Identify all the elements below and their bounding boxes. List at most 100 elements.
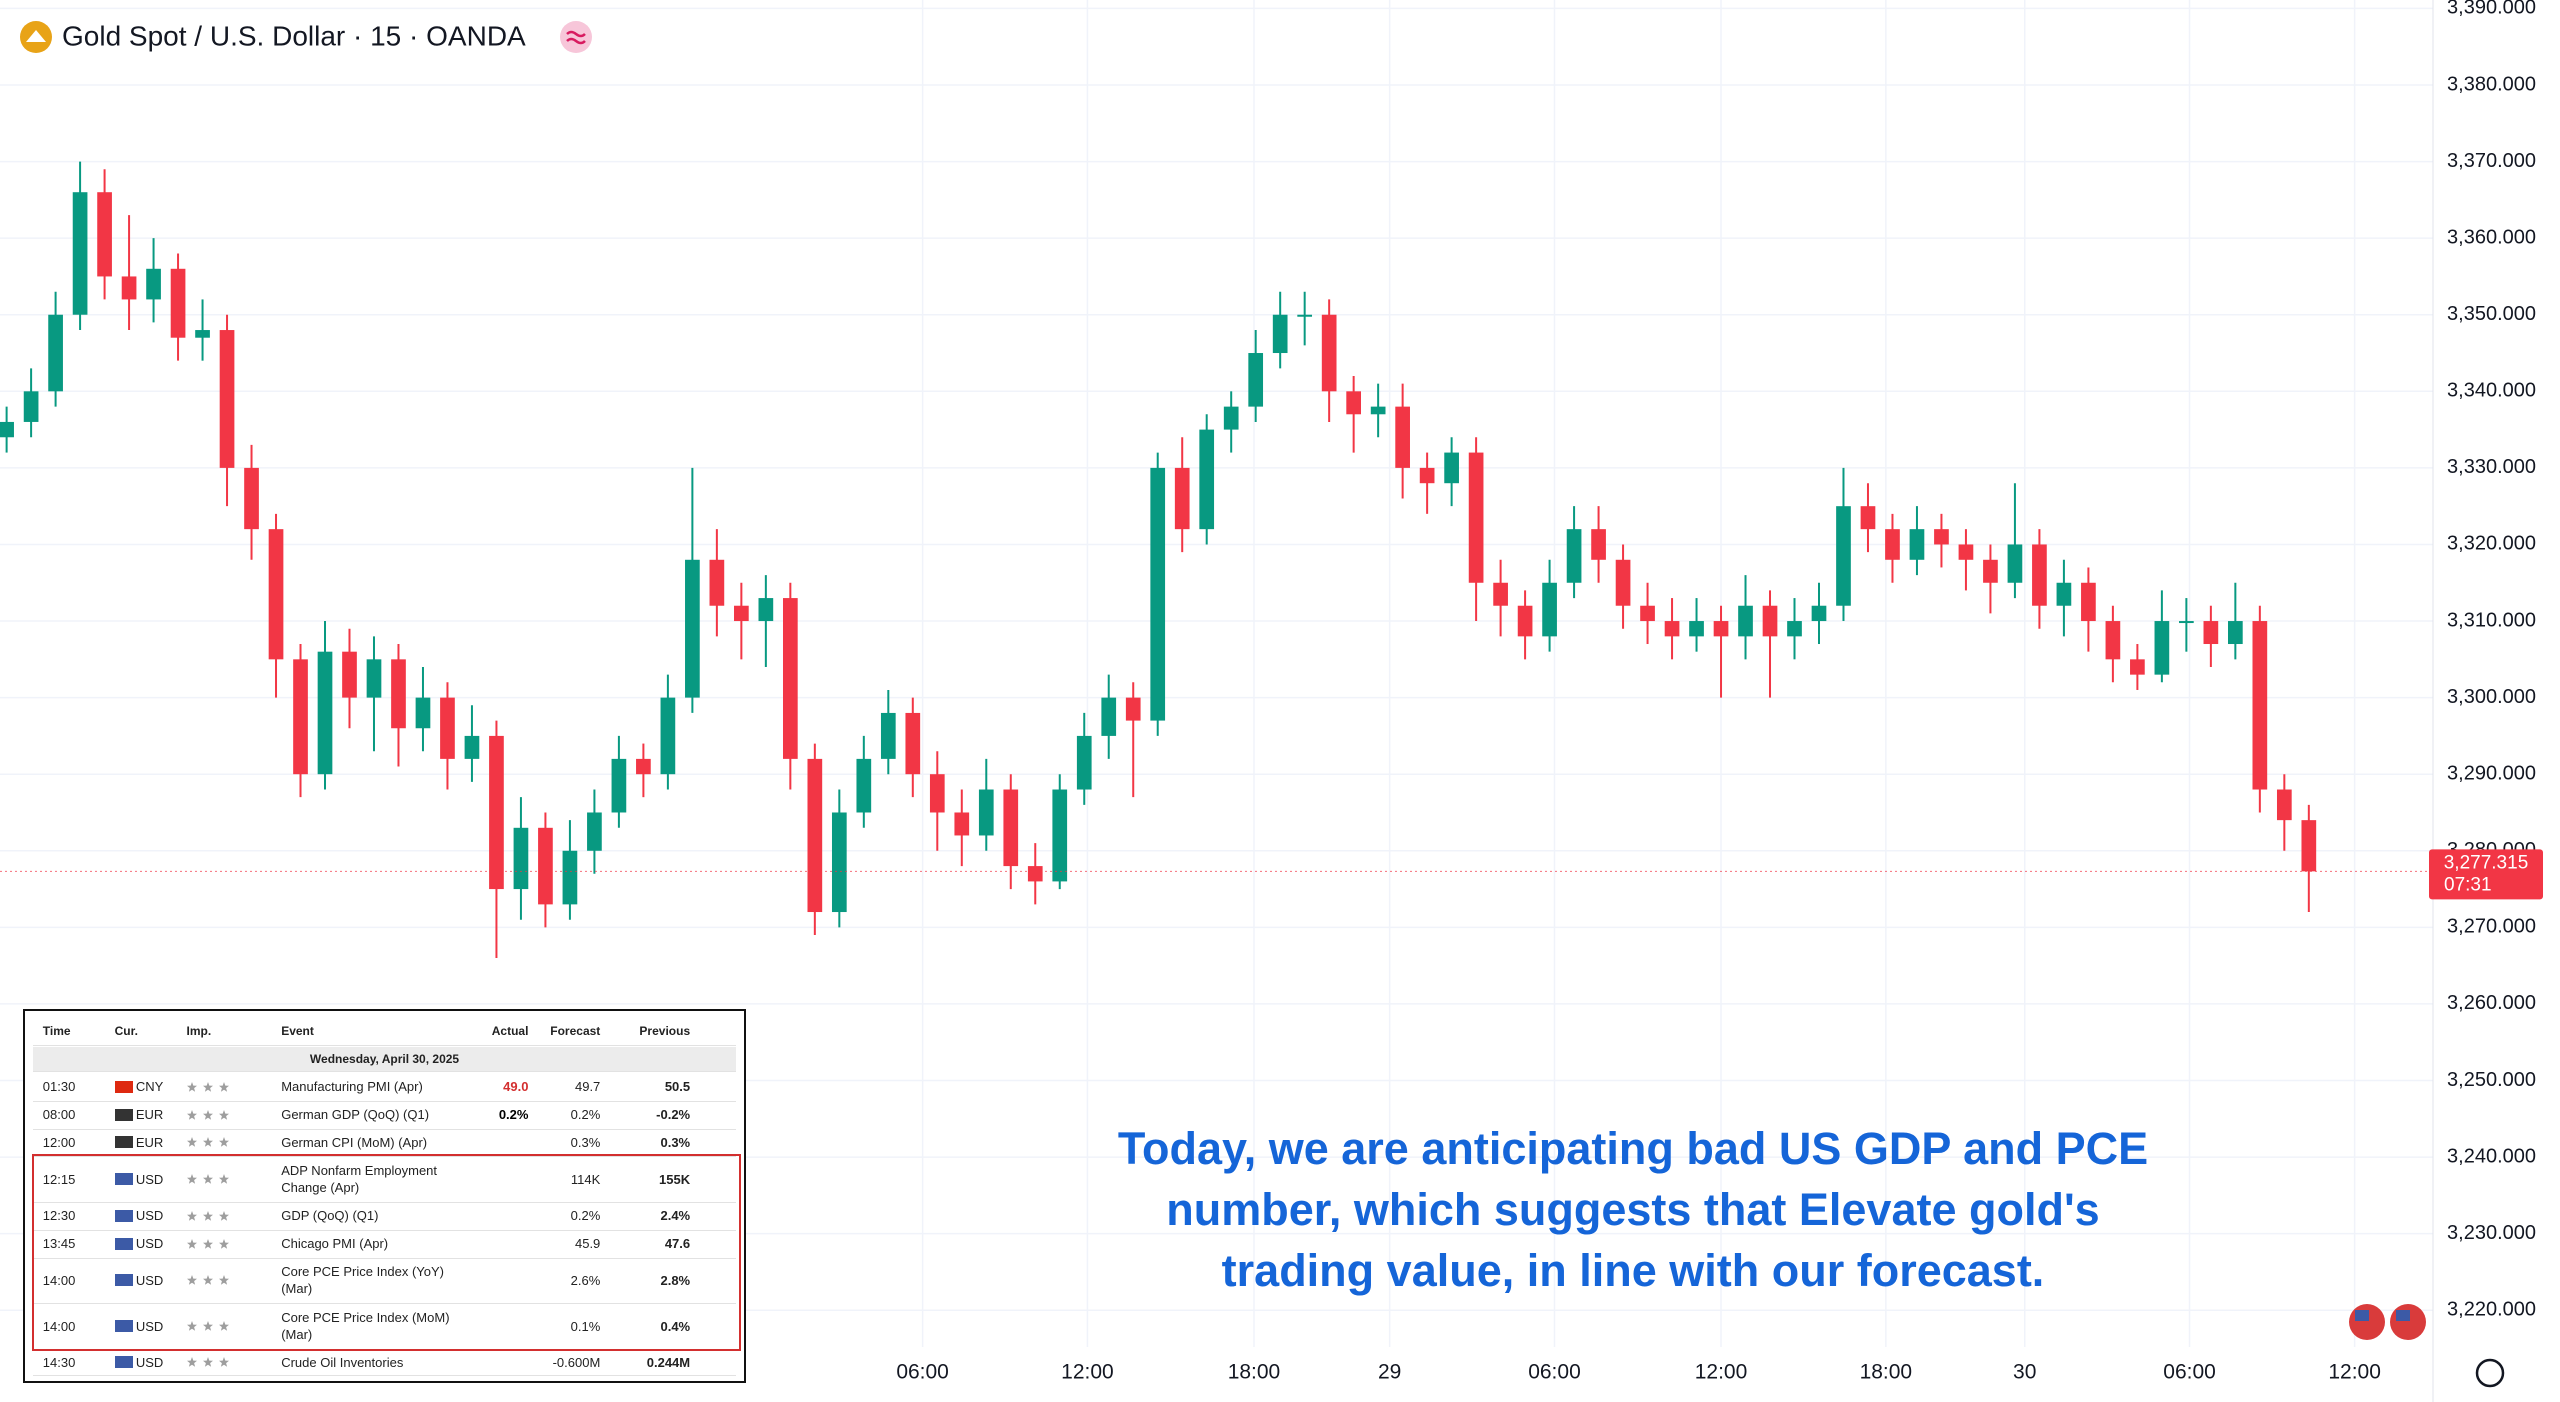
candle-body	[685, 559, 700, 698]
candle-body	[1321, 314, 1337, 392]
candle-body	[1909, 529, 1925, 560]
flag-icon	[114, 1108, 133, 1121]
candle-body	[1370, 406, 1386, 415]
countdown-label: 07:31	[2444, 874, 2492, 895]
y-tick-label: 3,240.000	[2447, 1145, 2536, 1167]
y-tick-label: 3,250.000	[2447, 1069, 2536, 1091]
candle-body	[23, 391, 39, 422]
candle-body	[366, 659, 382, 698]
x-tick-label: 12:00	[1061, 1361, 1114, 1384]
candle-body	[1542, 582, 1557, 637]
star	[218, 1081, 229, 1092]
candle-body	[2081, 582, 2096, 622]
star	[186, 1275, 197, 1286]
star	[218, 1210, 229, 1221]
x-tick-label: 06:00	[896, 1361, 949, 1384]
candle-body	[2130, 659, 2145, 675]
candle-body	[2032, 544, 2047, 606]
x-tick-label: 12:00	[1695, 1361, 1748, 1384]
x-tick-label: 06:00	[1528, 1361, 1581, 1384]
table-cell: 14:30	[42, 1354, 76, 1370]
flag-icon	[114, 1237, 133, 1250]
candle-body	[880, 712, 896, 759]
table-row: 12:00 EUR German CPI (MoM) (Apr) 0.3% 0.3%	[33, 1129, 736, 1158]
candle-body	[1689, 621, 1704, 637]
candle-body	[929, 774, 945, 813]
table-cell: 0.4%	[660, 1318, 691, 1334]
indicator-icon-mark	[566, 30, 586, 45]
y-tick-label: 3,350.000	[2447, 303, 2536, 325]
candle-body	[195, 330, 210, 338]
flag-icon	[114, 1274, 133, 1287]
table-cell: 0.1%	[570, 1318, 601, 1334]
y-tick-label: 3,390.000	[2447, 0, 2536, 19]
table-cell: Cur.	[114, 1023, 138, 1038]
candle-body	[1615, 559, 1631, 606]
table-cell: Core PCE Price Index (MoM) (Mar)	[281, 1310, 450, 1343]
candle-body	[1860, 506, 1876, 530]
star	[186, 1081, 197, 1092]
candle-body	[1958, 544, 1974, 560]
candle-body	[611, 758, 627, 813]
table-row: 14:00 USD Core PCE Price Index (YoY) (Mar)…	[33, 1258, 736, 1305]
candle-body	[1566, 529, 1582, 583]
candle-body	[660, 697, 676, 775]
star	[186, 1210, 197, 1221]
candle-body	[807, 758, 823, 913]
candle-body	[1591, 529, 1606, 560]
star	[202, 1137, 213, 1148]
importance-stars	[186, 1081, 229, 1092]
table-row: 14:30 USD Crude Oil Inventories -0.600M 0.24…	[33, 1349, 736, 1377]
candle-body	[1346, 391, 1362, 415]
table-cell: EUR	[135, 1134, 164, 1150]
candle-body	[268, 529, 284, 660]
candle-body	[121, 276, 137, 300]
candle-body	[1493, 582, 1508, 606]
table-cell: 0.3%	[570, 1134, 601, 1150]
table-row: 12:15 USD ADP Nonfarm Employment Change (A…	[33, 1156, 736, 1204]
candle-body	[978, 789, 994, 836]
importance-stars	[186, 1109, 229, 1120]
candle-body	[1983, 559, 1998, 583]
candle-body	[440, 697, 455, 759]
table-cell: 2.6%	[570, 1272, 601, 1288]
candle-body	[391, 659, 406, 729]
table-cell: 0.244M	[646, 1354, 691, 1370]
candle-body	[1272, 314, 1288, 354]
table-cell: Manufacturing PMI (Apr)	[281, 1079, 423, 1095]
flag-icon	[114, 1136, 133, 1149]
importance-stars	[186, 1210, 229, 1221]
table-cell: 0.2%	[498, 1107, 529, 1123]
candle-body	[1664, 621, 1680, 637]
star	[186, 1137, 197, 1148]
candle-body	[2105, 621, 2121, 660]
candle-body	[2179, 621, 2194, 624]
candle-body	[1395, 406, 1410, 468]
table-cell: 12:30	[42, 1208, 76, 1224]
importance-stars	[186, 1137, 229, 1148]
candle-body	[48, 314, 63, 392]
date-row: Wednesday, April 30, 2025	[33, 1046, 736, 1073]
settings-icon[interactable]	[2475, 1358, 2505, 1388]
candle-body	[464, 735, 480, 759]
table-cell: Event	[281, 1023, 314, 1038]
candle-body	[0, 421, 14, 438]
y-tick-label: 3,260.000	[2447, 992, 2536, 1014]
candle-body	[317, 651, 333, 775]
table-cell: Crude Oil Inventories	[281, 1354, 404, 1370]
candle-body	[146, 268, 161, 300]
chart-title: Gold Spot / U.S. Dollar · 15 · OANDA	[62, 20, 526, 51]
table-header: Time Cur. Imp. Event Actual Forecast Previous	[33, 1016, 736, 1047]
importance-stars	[186, 1275, 229, 1286]
candle-body	[97, 192, 112, 277]
star	[202, 1238, 213, 1249]
star	[218, 1109, 229, 1120]
candle-body	[1125, 697, 1141, 721]
table-cell: USD	[135, 1318, 164, 1334]
y-tick-label: 3,290.000	[2447, 762, 2536, 784]
candle-body	[1787, 621, 1802, 637]
candle-body	[2007, 544, 2023, 583]
table-cell: -0.2%	[656, 1107, 691, 1123]
table-cell: 08:00	[42, 1107, 76, 1123]
x-tick-label: 29	[1378, 1361, 1401, 1384]
